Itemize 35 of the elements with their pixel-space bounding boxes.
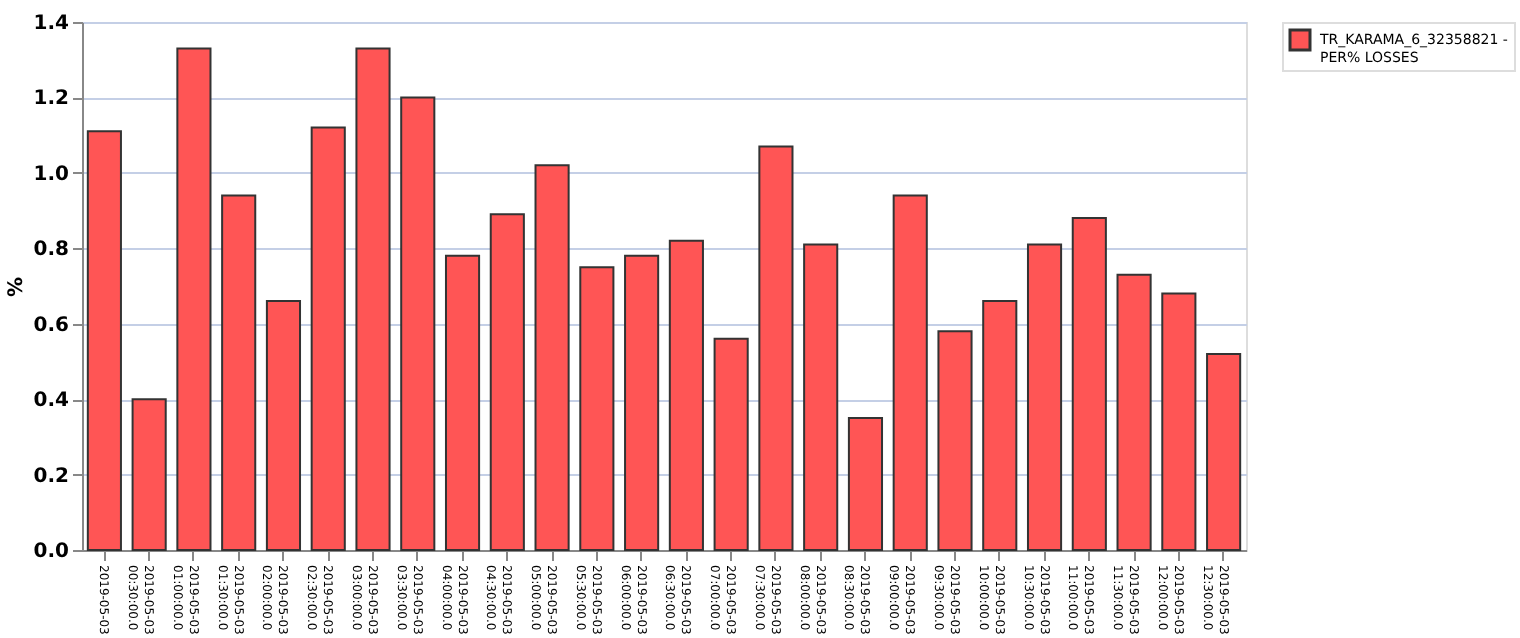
bar: [489, 213, 525, 551]
y-tick-label: 0.0: [33, 541, 70, 563]
bar: [1206, 352, 1242, 551]
y-tick-label: 0.2: [33, 465, 70, 488]
bar: [713, 337, 749, 551]
y-tick-label: 0.8: [33, 239, 70, 262]
bar: [982, 300, 1018, 551]
bar: [1071, 217, 1107, 551]
bar: [892, 194, 928, 551]
bar: [1161, 292, 1197, 551]
y-tick-label: 1.4: [33, 13, 70, 35]
bar: [1026, 243, 1063, 551]
y-tick-label: 1.2: [33, 88, 70, 111]
bar: [668, 239, 704, 551]
bar: [86, 130, 122, 551]
bar: [131, 398, 167, 551]
y-tick-label: 0.6: [33, 314, 70, 337]
bar: [310, 126, 346, 551]
bar: [579, 266, 615, 551]
bar: [444, 254, 481, 551]
bar: [355, 47, 391, 551]
bar: [847, 417, 884, 551]
bar: [758, 145, 794, 551]
y-tick-label: 1.0: [33, 163, 70, 186]
bar: [265, 300, 302, 551]
bar: [624, 254, 660, 551]
bar: [1116, 273, 1152, 551]
bar: [937, 330, 973, 551]
bar: [400, 96, 436, 551]
bar: [803, 243, 839, 551]
y-tick-label: 0.4: [33, 390, 70, 413]
y-axis-title: %: [5, 276, 28, 298]
bar: [534, 164, 570, 551]
bar: [221, 194, 257, 551]
bar: [176, 47, 212, 551]
